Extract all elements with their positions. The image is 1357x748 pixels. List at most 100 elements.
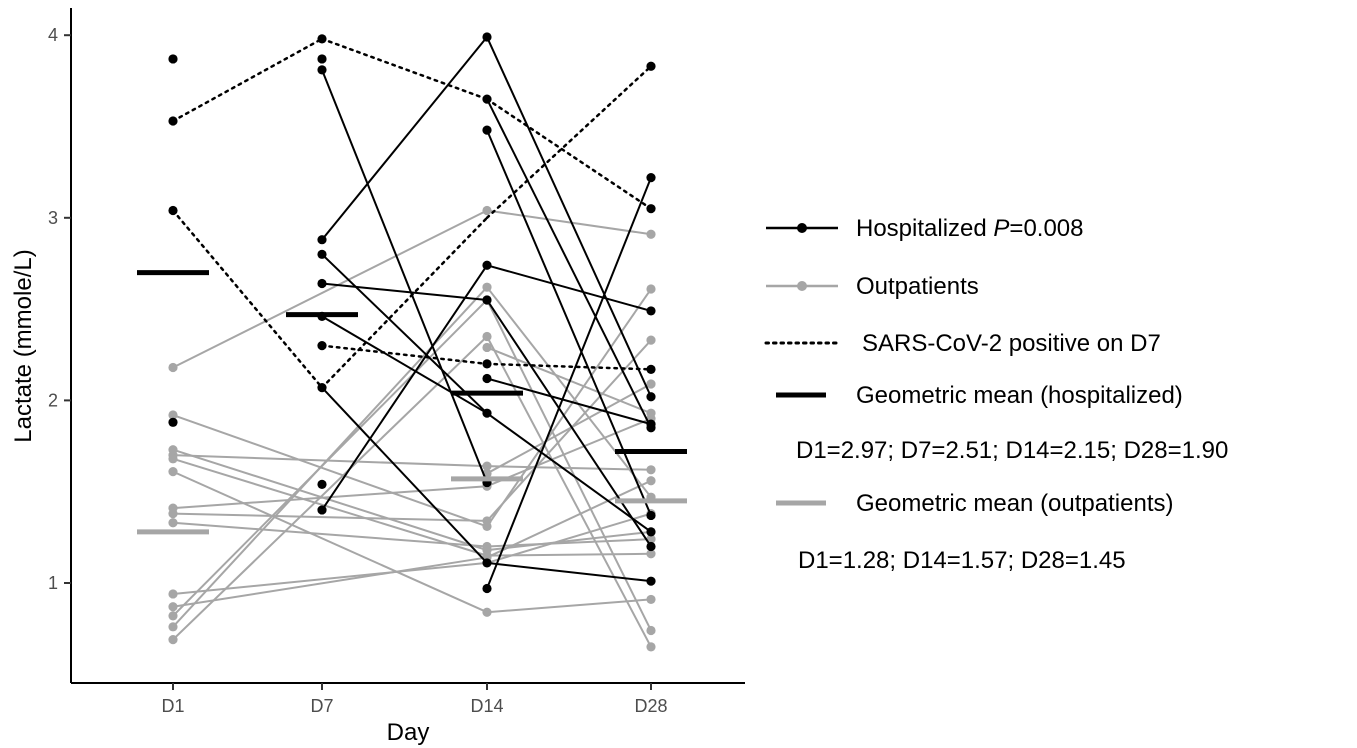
hospitalized-line <box>321 264 488 511</box>
legend-gm-outpatients-label: Geometric mean (outpatients) <box>856 490 1173 517</box>
outpatient-point <box>482 331 492 342</box>
outpatient-line <box>486 383 652 475</box>
outpatient-point <box>646 642 656 652</box>
hospitalized-point <box>482 32 492 42</box>
hospitalized-line <box>486 129 652 516</box>
hospitalized-point <box>646 576 656 586</box>
hospitalized-point <box>646 527 656 537</box>
outpatient-line <box>172 457 488 557</box>
hospitalized-point <box>482 260 492 270</box>
outpatient-line <box>486 346 652 415</box>
hospitalized-line <box>486 98 652 429</box>
outpatient-line <box>486 479 652 559</box>
outpatient-point <box>482 282 492 292</box>
outpatient-point <box>168 518 178 528</box>
legend-hospitalized-key-point <box>797 223 807 233</box>
sars-dotted-line <box>320 344 489 366</box>
hospitalized-point <box>317 249 327 259</box>
outpatient-line <box>486 209 652 236</box>
y-tick-label: 1 <box>48 573 58 593</box>
legend-hospitalized-label: Hospitalized P=0.008 <box>856 215 1084 242</box>
hospitalized-point <box>317 479 327 489</box>
outpatient-point <box>646 594 656 605</box>
x-tick-label: D1 <box>161 696 184 716</box>
outpatient-point <box>168 410 178 420</box>
sars-dotted-line <box>171 37 324 123</box>
outpatient-line <box>172 209 488 369</box>
hospitalized-point <box>646 541 656 552</box>
hospitalized-line <box>486 299 652 548</box>
outpatient-point <box>168 602 178 612</box>
outpatient-point <box>168 611 178 621</box>
sars-dotted-line <box>485 64 653 220</box>
hospitalized-point <box>646 392 656 402</box>
sars-dotted-line <box>485 362 653 371</box>
legend: Hospitalized P=0.008 Outpatients SARS-CoV-… <box>764 215 1228 574</box>
outpatient-point <box>482 342 492 353</box>
hospitalized-point <box>646 173 656 183</box>
hospitalized-line <box>321 315 488 415</box>
x-tick-label: D7 <box>310 696 333 716</box>
hospitalized-point <box>317 235 327 245</box>
outpatient-line <box>172 414 488 528</box>
outpatient-point <box>646 476 656 486</box>
hospitalized-point <box>317 34 327 44</box>
outpatient-point <box>646 335 656 345</box>
legend-gm-outpatients-values: D1=1.28; D14=1.57; D28=1.45 <box>798 547 1126 574</box>
plot-area <box>137 32 687 652</box>
outpatient-line <box>172 512 488 522</box>
outpatient-point <box>168 454 178 464</box>
outpatient-point <box>168 622 178 632</box>
hospitalized-point <box>482 125 492 135</box>
outpatient-point <box>646 625 656 636</box>
outpatient-point <box>482 205 492 216</box>
outpatient-point <box>168 635 178 645</box>
outpatient-point <box>482 461 492 471</box>
hospitalized-line <box>321 36 488 241</box>
outpatient-point <box>646 284 656 294</box>
hospitalized-point <box>482 359 492 369</box>
legend-sars-label: SARS-CoV-2 positive on D7 <box>862 330 1161 357</box>
legend-gm-hospitalized-values: D1=2.97; D7=2.51; D14=2.15; D28=1.90 <box>796 437 1228 464</box>
hospitalized-line <box>486 264 652 312</box>
outpatient-line <box>172 454 488 468</box>
hospitalized-line <box>321 386 488 564</box>
hospitalized-line <box>321 282 488 301</box>
hospitalized-point <box>317 65 327 75</box>
outpatient-point <box>168 589 178 599</box>
y-tick-label: 4 <box>48 25 58 45</box>
outpatient-point <box>168 362 178 373</box>
outpatient-line <box>486 288 652 527</box>
legend-outpatients-label: Outpatients <box>856 273 979 300</box>
outpatient-point <box>482 521 492 531</box>
sars-dotted-line <box>320 216 489 389</box>
hospitalized-point <box>317 505 327 515</box>
hospitalized-line <box>486 177 652 589</box>
y-ticks: 1 2 3 4 <box>48 25 71 593</box>
sars-dotted-line <box>320 37 489 101</box>
hospitalized-point <box>482 94 492 104</box>
hospitalized-point <box>482 373 492 384</box>
hospitalized-point <box>168 417 178 427</box>
outpatient-line <box>172 448 488 552</box>
hospitalized-point <box>646 510 656 521</box>
outpatient-point <box>646 465 656 475</box>
hospitalized-point <box>168 116 178 126</box>
x-ticks: D1 D7 D14 D28 <box>161 683 668 716</box>
hospitalized-point <box>646 61 656 71</box>
hospitalized-point <box>168 205 178 216</box>
outpatient-line <box>486 598 652 614</box>
hospitalized-point <box>482 583 492 594</box>
outpatient-line <box>486 512 652 564</box>
outpatient-point <box>646 379 656 389</box>
sars-dotted-line <box>171 209 324 389</box>
outpatient-line <box>172 556 488 608</box>
hospitalized-point <box>317 341 327 351</box>
hospitalized-point <box>646 364 656 374</box>
outpatient-line <box>172 470 488 614</box>
hospitalized-point <box>482 295 492 305</box>
hospitalized-point <box>317 383 327 393</box>
hospitalized-point <box>646 306 656 316</box>
outpatient-line <box>486 339 652 522</box>
